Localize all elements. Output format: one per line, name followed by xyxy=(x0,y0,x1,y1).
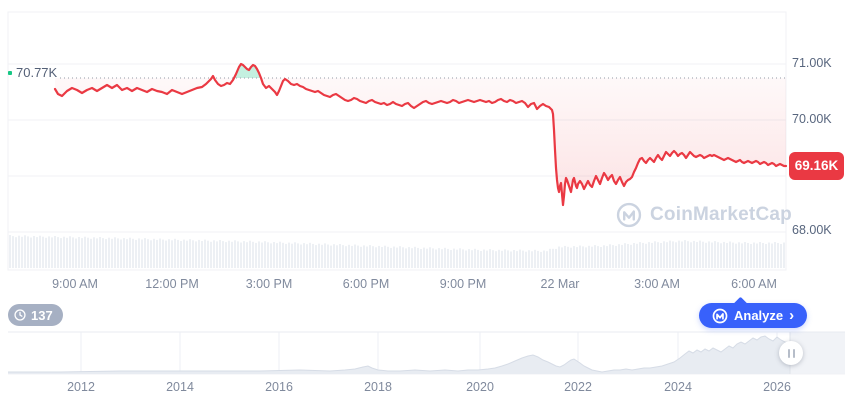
history-count: 137 xyxy=(31,307,53,323)
nav-year-tick: 2014 xyxy=(166,380,194,394)
x-axis-tick: 3:00 PM xyxy=(245,277,293,291)
reference-price-text: 70.77K xyxy=(16,65,58,80)
x-axis-tick: 3:00 AM xyxy=(634,277,680,291)
x-axis-tick: 6:00 AM xyxy=(731,277,777,291)
history-count-badge[interactable]: 137 xyxy=(2,304,63,326)
reference-dot-icon xyxy=(8,70,12,75)
nav-year-tick: 2012 xyxy=(67,380,95,394)
watermark-text: CoinMarketCap xyxy=(650,204,792,225)
nav-year-tick: 2026 xyxy=(763,380,791,394)
x-axis-tick: 6:00 PM xyxy=(342,277,390,291)
nav-year-tick: 2024 xyxy=(664,380,692,394)
nav-year-tick: 2018 xyxy=(364,380,392,394)
nav-year-tick: 2016 xyxy=(265,380,293,394)
handle-grip-icon xyxy=(792,348,795,358)
coinmarketcap-logo-icon xyxy=(616,202,642,228)
y-axis-tick: 70.00K xyxy=(792,112,832,126)
x-axis-tick: 22 Mar xyxy=(540,277,580,291)
clock-icon xyxy=(14,309,26,321)
x-axis-tick: 12:00 PM xyxy=(145,277,199,291)
analyze-label: Analyze xyxy=(734,308,784,323)
nav-year-tick: 2022 xyxy=(564,380,592,394)
last-price-badge: 69.16K xyxy=(789,152,844,180)
reference-price-label: 70.77K xyxy=(8,65,57,80)
chevron-right-icon: › xyxy=(789,306,795,324)
cmc-logo-icon xyxy=(712,308,728,323)
analyze-button[interactable]: Analyze › xyxy=(699,296,808,328)
watermark: CoinMarketCap xyxy=(616,202,792,228)
y-axis-tick: 68.00K xyxy=(792,223,832,237)
handle-grip-icon xyxy=(787,348,790,358)
x-axis-tick: 9:00 PM xyxy=(439,277,487,291)
x-axis-tick: 9:00 AM xyxy=(52,277,98,291)
y-axis-tick: 71.00K xyxy=(792,56,832,70)
navigator-handle[interactable] xyxy=(779,341,803,365)
nav-year-tick: 2020 xyxy=(466,380,494,394)
